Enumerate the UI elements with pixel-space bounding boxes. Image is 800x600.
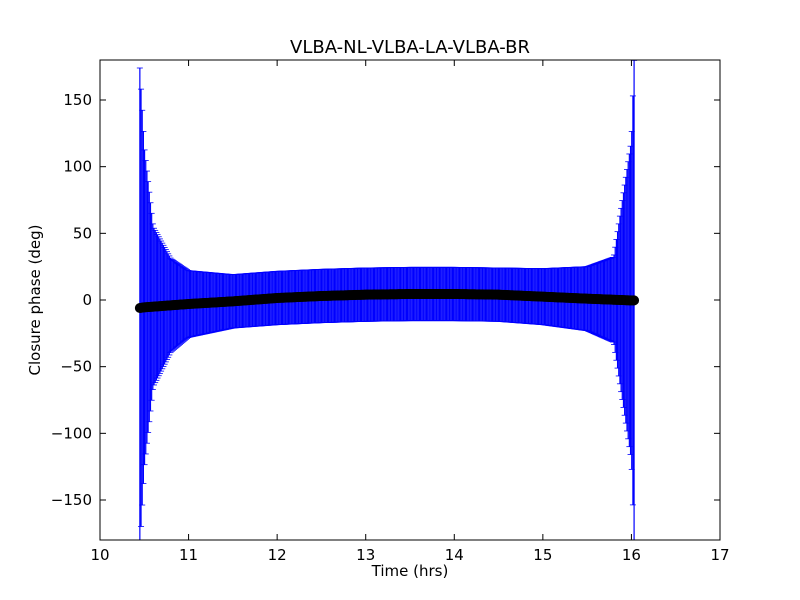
plot-area	[134, 60, 640, 540]
y-tick-label: 0	[82, 291, 92, 309]
x-tick-label: 13	[356, 546, 375, 564]
y-tick-label: −50	[60, 358, 92, 376]
y-tick-label: 100	[63, 158, 92, 176]
y-tick-label: 50	[73, 224, 92, 242]
y-tick-label: −100	[51, 424, 92, 442]
x-tick-label: 11	[179, 546, 198, 564]
x-tick-label: 15	[533, 546, 552, 564]
chart-title: VLBA-NL-VLBA-LA-VLBA-BR	[290, 37, 530, 58]
y-axis-label: Closure phase (deg)	[26, 225, 44, 376]
x-tick-label: 17	[710, 546, 729, 564]
x-tick-label: 10	[90, 546, 109, 564]
y-tick-label: −150	[51, 491, 92, 509]
data-point	[629, 295, 640, 306]
y-tick-label: 150	[63, 91, 92, 109]
axis-ticks: 10 11 12 13 14 15 16 17 −150 −100 −50 0 50 100 150	[51, 60, 730, 564]
x-axis-label: Time (hrs)	[371, 562, 449, 580]
data-points	[134, 289, 640, 313]
x-tick-label: 16	[622, 546, 641, 564]
x-tick-label: 14	[445, 546, 464, 564]
x-tick-label: 12	[268, 546, 287, 564]
